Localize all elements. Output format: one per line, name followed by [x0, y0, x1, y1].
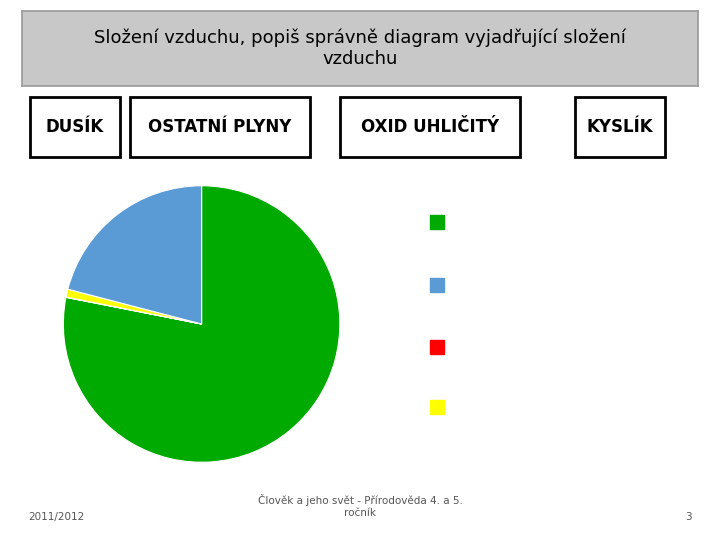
Bar: [430, 215, 444, 229]
Bar: [430, 340, 444, 354]
Text: KYSLÍK: KYSLÍK: [587, 118, 653, 136]
Text: OXID UHLIČITÝ: OXID UHLIČITÝ: [361, 118, 499, 136]
Text: 2011/2012: 2011/2012: [28, 512, 84, 522]
Wedge shape: [63, 186, 340, 462]
Text: Člověk a jeho svět - Přírodověda 4. a 5.
ročník: Člověk a jeho svět - Přírodověda 4. a 5.…: [258, 495, 462, 518]
FancyBboxPatch shape: [130, 97, 310, 157]
FancyBboxPatch shape: [340, 97, 520, 157]
FancyBboxPatch shape: [30, 97, 120, 157]
Text: Složení vzduchu, popiš správně diagram vyjadřující složení
vzduchu: Složení vzduchu, popiš správně diagram v…: [94, 29, 626, 68]
Text: 3: 3: [685, 512, 692, 522]
FancyBboxPatch shape: [575, 97, 665, 157]
Wedge shape: [66, 289, 202, 324]
Bar: [430, 400, 444, 414]
Text: OSTATNÍ PLYNY: OSTATNÍ PLYNY: [148, 118, 292, 136]
Wedge shape: [66, 297, 202, 324]
Wedge shape: [68, 186, 202, 324]
Text: DUSÍK: DUSÍK: [46, 118, 104, 136]
Bar: [430, 278, 444, 292]
